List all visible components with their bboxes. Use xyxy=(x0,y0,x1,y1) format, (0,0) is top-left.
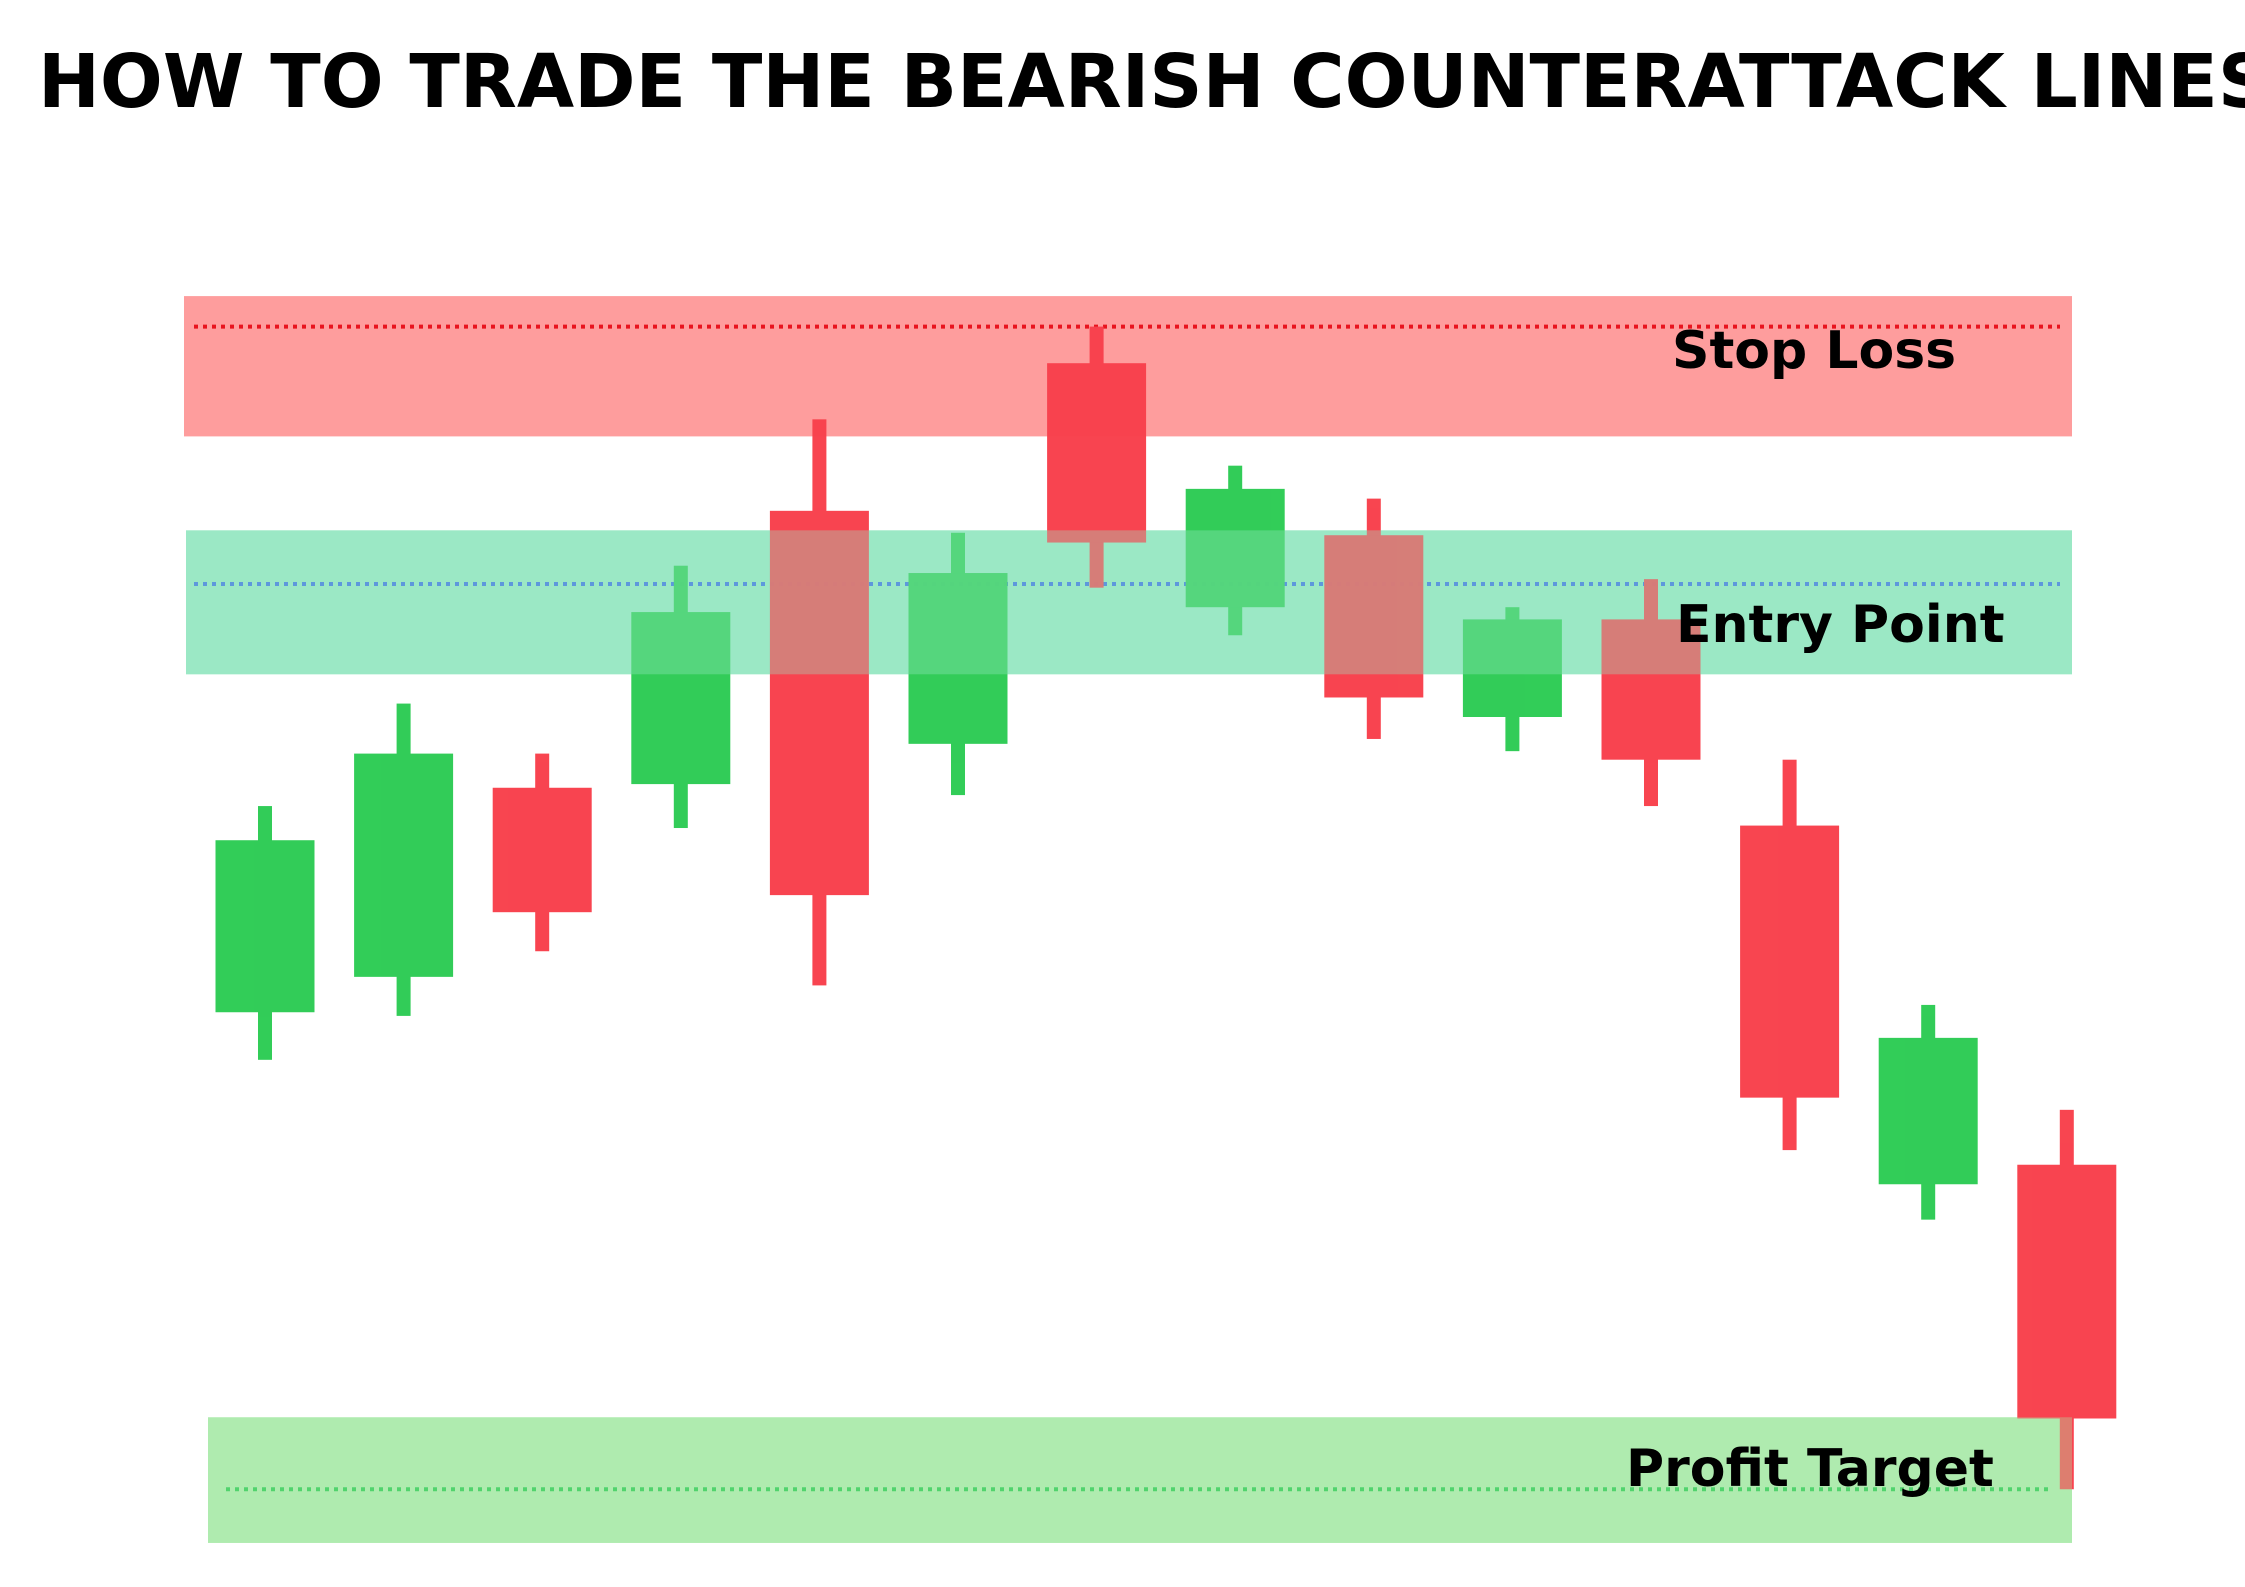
candle-13-body xyxy=(1878,1037,1978,1185)
candle-1-body xyxy=(215,840,315,1013)
candle-14 xyxy=(2017,1109,2117,1490)
candle-7-body xyxy=(1047,363,1147,543)
candle-2-body xyxy=(354,753,454,977)
candle-13 xyxy=(1878,1004,1978,1220)
entry-point-label: Entry Point xyxy=(1676,595,2005,655)
candle-4-body xyxy=(631,612,731,785)
candle-8 xyxy=(1185,465,1285,636)
candle-5-body xyxy=(769,510,869,896)
candle-9 xyxy=(1324,498,1424,739)
candle-5 xyxy=(769,419,869,986)
candle-9-body xyxy=(1324,535,1424,698)
candle-8-body xyxy=(1185,488,1285,608)
profit-target-label: Profit Target xyxy=(1626,1439,1994,1499)
candle-3 xyxy=(492,753,592,952)
chart-title: HOW TO TRADE THE BEARISH COUNTERATTACK L… xyxy=(38,39,2245,125)
candle-4 xyxy=(631,565,731,829)
candle-10 xyxy=(1462,607,1562,752)
candle-1 xyxy=(215,806,315,1060)
candle-12 xyxy=(1740,759,1840,1151)
profit-target-zone xyxy=(208,1417,2072,1543)
candle-12-body xyxy=(1740,825,1840,1098)
candle-2 xyxy=(354,703,454,1016)
candle-6-body xyxy=(908,573,1008,744)
entry-point-zone xyxy=(186,530,2072,675)
candles-layer xyxy=(186,326,2117,1543)
labels-layer: Stop Loss Entry Point Profit Target xyxy=(1626,321,2005,1499)
candle-3-body xyxy=(492,787,592,913)
candle-6 xyxy=(908,532,1008,796)
candle-14-body xyxy=(2017,1164,2117,1419)
candle-7 xyxy=(1047,326,1147,588)
candle-11 xyxy=(1601,579,1701,807)
candle-10-body xyxy=(1462,619,1562,717)
stop-loss-label: Stop Loss xyxy=(1672,321,1956,381)
candle-11-body xyxy=(1601,619,1701,760)
